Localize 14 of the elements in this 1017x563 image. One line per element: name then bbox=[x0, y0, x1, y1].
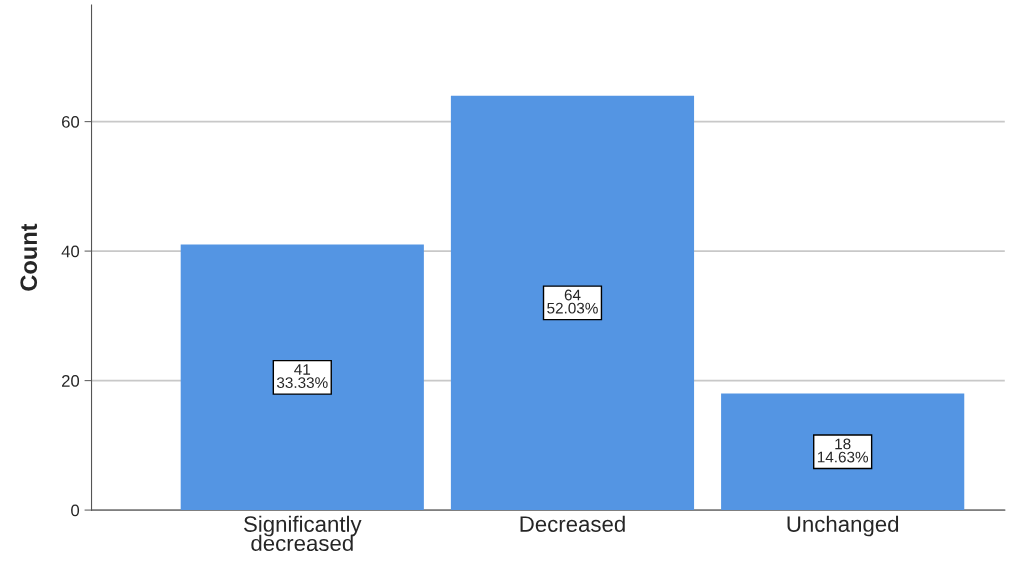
y-tick-label: 0 bbox=[71, 504, 80, 517]
bar bbox=[721, 393, 965, 511]
x-tick-label: Decreased bbox=[520, 515, 625, 532]
data-label: 18 14.63% bbox=[817, 438, 869, 463]
x-tick-label: Unchanged bbox=[787, 515, 899, 537]
y-tick-label: 60 bbox=[62, 116, 80, 128]
bar bbox=[450, 95, 695, 511]
data-label: 41 33.33% bbox=[276, 364, 328, 389]
y-tick-label: 20 bbox=[62, 374, 80, 387]
bar bbox=[180, 244, 424, 511]
y-tick-label: 40 bbox=[61, 245, 80, 258]
y-axis-title: Count bbox=[20, 223, 38, 291]
data-label: 64 52.03% bbox=[547, 289, 598, 314]
x-tick-label: Significantly decreased bbox=[244, 515, 362, 552]
